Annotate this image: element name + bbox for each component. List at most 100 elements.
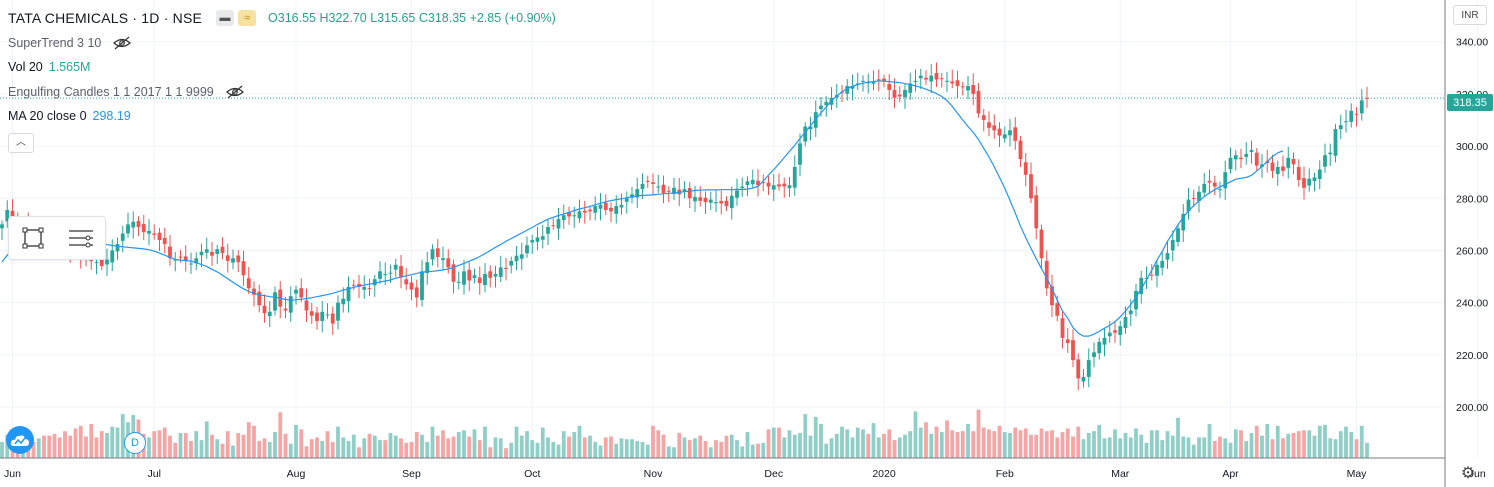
candle xyxy=(1170,230,1175,262)
volume-bar xyxy=(546,437,550,458)
eye-hidden-icon[interactable] xyxy=(225,85,244,99)
time-tick-label: Sep xyxy=(402,468,421,480)
candle-body xyxy=(1228,157,1233,170)
volume-bar xyxy=(1338,431,1343,458)
volume-bars xyxy=(0,409,1369,458)
candle xyxy=(1349,103,1354,128)
candle-body xyxy=(1275,166,1280,174)
volume-bar xyxy=(640,441,645,458)
candle xyxy=(257,284,262,313)
candle xyxy=(105,248,109,276)
candle xyxy=(756,169,760,197)
candle xyxy=(782,177,787,198)
indicator-row-engulfing[interactable]: Engulfing Candles 1 1 2017 1 1 9999 xyxy=(8,80,556,105)
gear-icon[interactable]: ⚙ xyxy=(1460,465,1476,482)
volume-bar xyxy=(498,438,503,458)
volume-bar xyxy=(955,432,960,458)
candle xyxy=(498,255,503,282)
candle-body xyxy=(745,181,750,186)
volume-bar xyxy=(493,437,498,458)
currency-button[interactable]: INR xyxy=(1453,5,1487,25)
volume-bar xyxy=(309,439,314,458)
indicator-row-ma[interactable]: MA 20 close 0 298.19 xyxy=(8,104,556,129)
dividend-marker[interactable]: D xyxy=(124,432,146,454)
tradingview-logo[interactable] xyxy=(6,426,34,454)
volume-bar xyxy=(960,431,965,458)
candle-body xyxy=(588,209,592,212)
candle xyxy=(1102,328,1107,357)
candle-body xyxy=(178,256,183,258)
candle xyxy=(0,220,4,241)
candle xyxy=(1086,348,1091,388)
indicator-row-volume[interactable]: Vol 20 1.565M xyxy=(8,55,556,80)
volume-bar xyxy=(1123,432,1128,458)
candle xyxy=(603,194,608,216)
collapse-legend-button[interactable]: ︿ xyxy=(8,132,34,153)
candle xyxy=(1071,329,1075,367)
candle-body xyxy=(1065,339,1070,344)
volume-bar xyxy=(677,432,682,458)
price-tick-label: 200.00 xyxy=(1456,402,1488,414)
compare-icon[interactable]: ≈ xyxy=(238,10,257,27)
volume-bar xyxy=(771,427,776,458)
candle xyxy=(483,263,487,293)
candle xyxy=(189,252,193,274)
candle-body xyxy=(1144,277,1149,279)
time-tick-label: May xyxy=(1347,468,1368,480)
candle-body xyxy=(330,313,335,324)
candle-body xyxy=(582,210,587,213)
volume-bar xyxy=(1296,431,1301,458)
candle-body xyxy=(609,207,613,212)
candle-body xyxy=(624,198,629,202)
candle xyxy=(735,178,739,206)
volume-bar xyxy=(372,435,377,458)
volume-bar xyxy=(1008,432,1012,458)
volume-bar xyxy=(1254,425,1259,458)
candle-body xyxy=(960,86,965,88)
volume-bar xyxy=(1286,433,1291,458)
rectangle-select-button[interactable] xyxy=(18,223,48,253)
candle-body xyxy=(1097,341,1102,354)
candle-body xyxy=(1128,310,1133,315)
price-tick-label: 300.00 xyxy=(1456,141,1488,153)
volume-bar xyxy=(798,432,802,458)
candle-body xyxy=(99,259,104,267)
candle-body xyxy=(1286,157,1291,168)
volume-bar xyxy=(624,439,629,458)
object-tree-button[interactable] xyxy=(66,223,96,253)
candle xyxy=(325,303,330,319)
candle-body xyxy=(1008,130,1012,136)
volume-bar xyxy=(504,448,508,458)
candle-body xyxy=(1191,198,1196,200)
volume-bar xyxy=(740,446,745,458)
candle xyxy=(1338,114,1343,140)
volume-bar xyxy=(598,445,603,458)
candle-body xyxy=(1354,113,1359,115)
volume-bar xyxy=(540,427,545,458)
candle-body xyxy=(1092,352,1096,358)
volume-bar xyxy=(1265,424,1270,458)
candle xyxy=(1302,166,1306,200)
candle xyxy=(640,173,645,199)
indicator-row-supertrend[interactable]: SuperTrend 3 10 xyxy=(8,31,556,56)
volume-bar xyxy=(535,442,540,458)
candle-body xyxy=(1060,318,1065,338)
candle xyxy=(1365,86,1369,108)
volume-bar xyxy=(750,444,755,458)
volume-bar xyxy=(745,432,750,458)
candle-body xyxy=(1281,166,1285,171)
minus-icon[interactable]: ▬ xyxy=(216,10,235,27)
candle xyxy=(582,200,587,224)
volume-bar xyxy=(892,440,897,458)
symbol-title[interactable]: TATA CHEMICALS · 1D · NSE xyxy=(8,10,203,27)
candle-body xyxy=(934,72,939,80)
volume-bar xyxy=(1202,437,1207,458)
candle xyxy=(598,193,603,221)
candle-body xyxy=(1118,326,1123,335)
volume-bar xyxy=(430,426,435,458)
volume-bar xyxy=(99,431,104,458)
candle xyxy=(1044,250,1049,296)
volume-bar xyxy=(1039,428,1044,458)
candle xyxy=(1239,148,1243,169)
eye-hidden-icon[interactable] xyxy=(113,36,132,50)
